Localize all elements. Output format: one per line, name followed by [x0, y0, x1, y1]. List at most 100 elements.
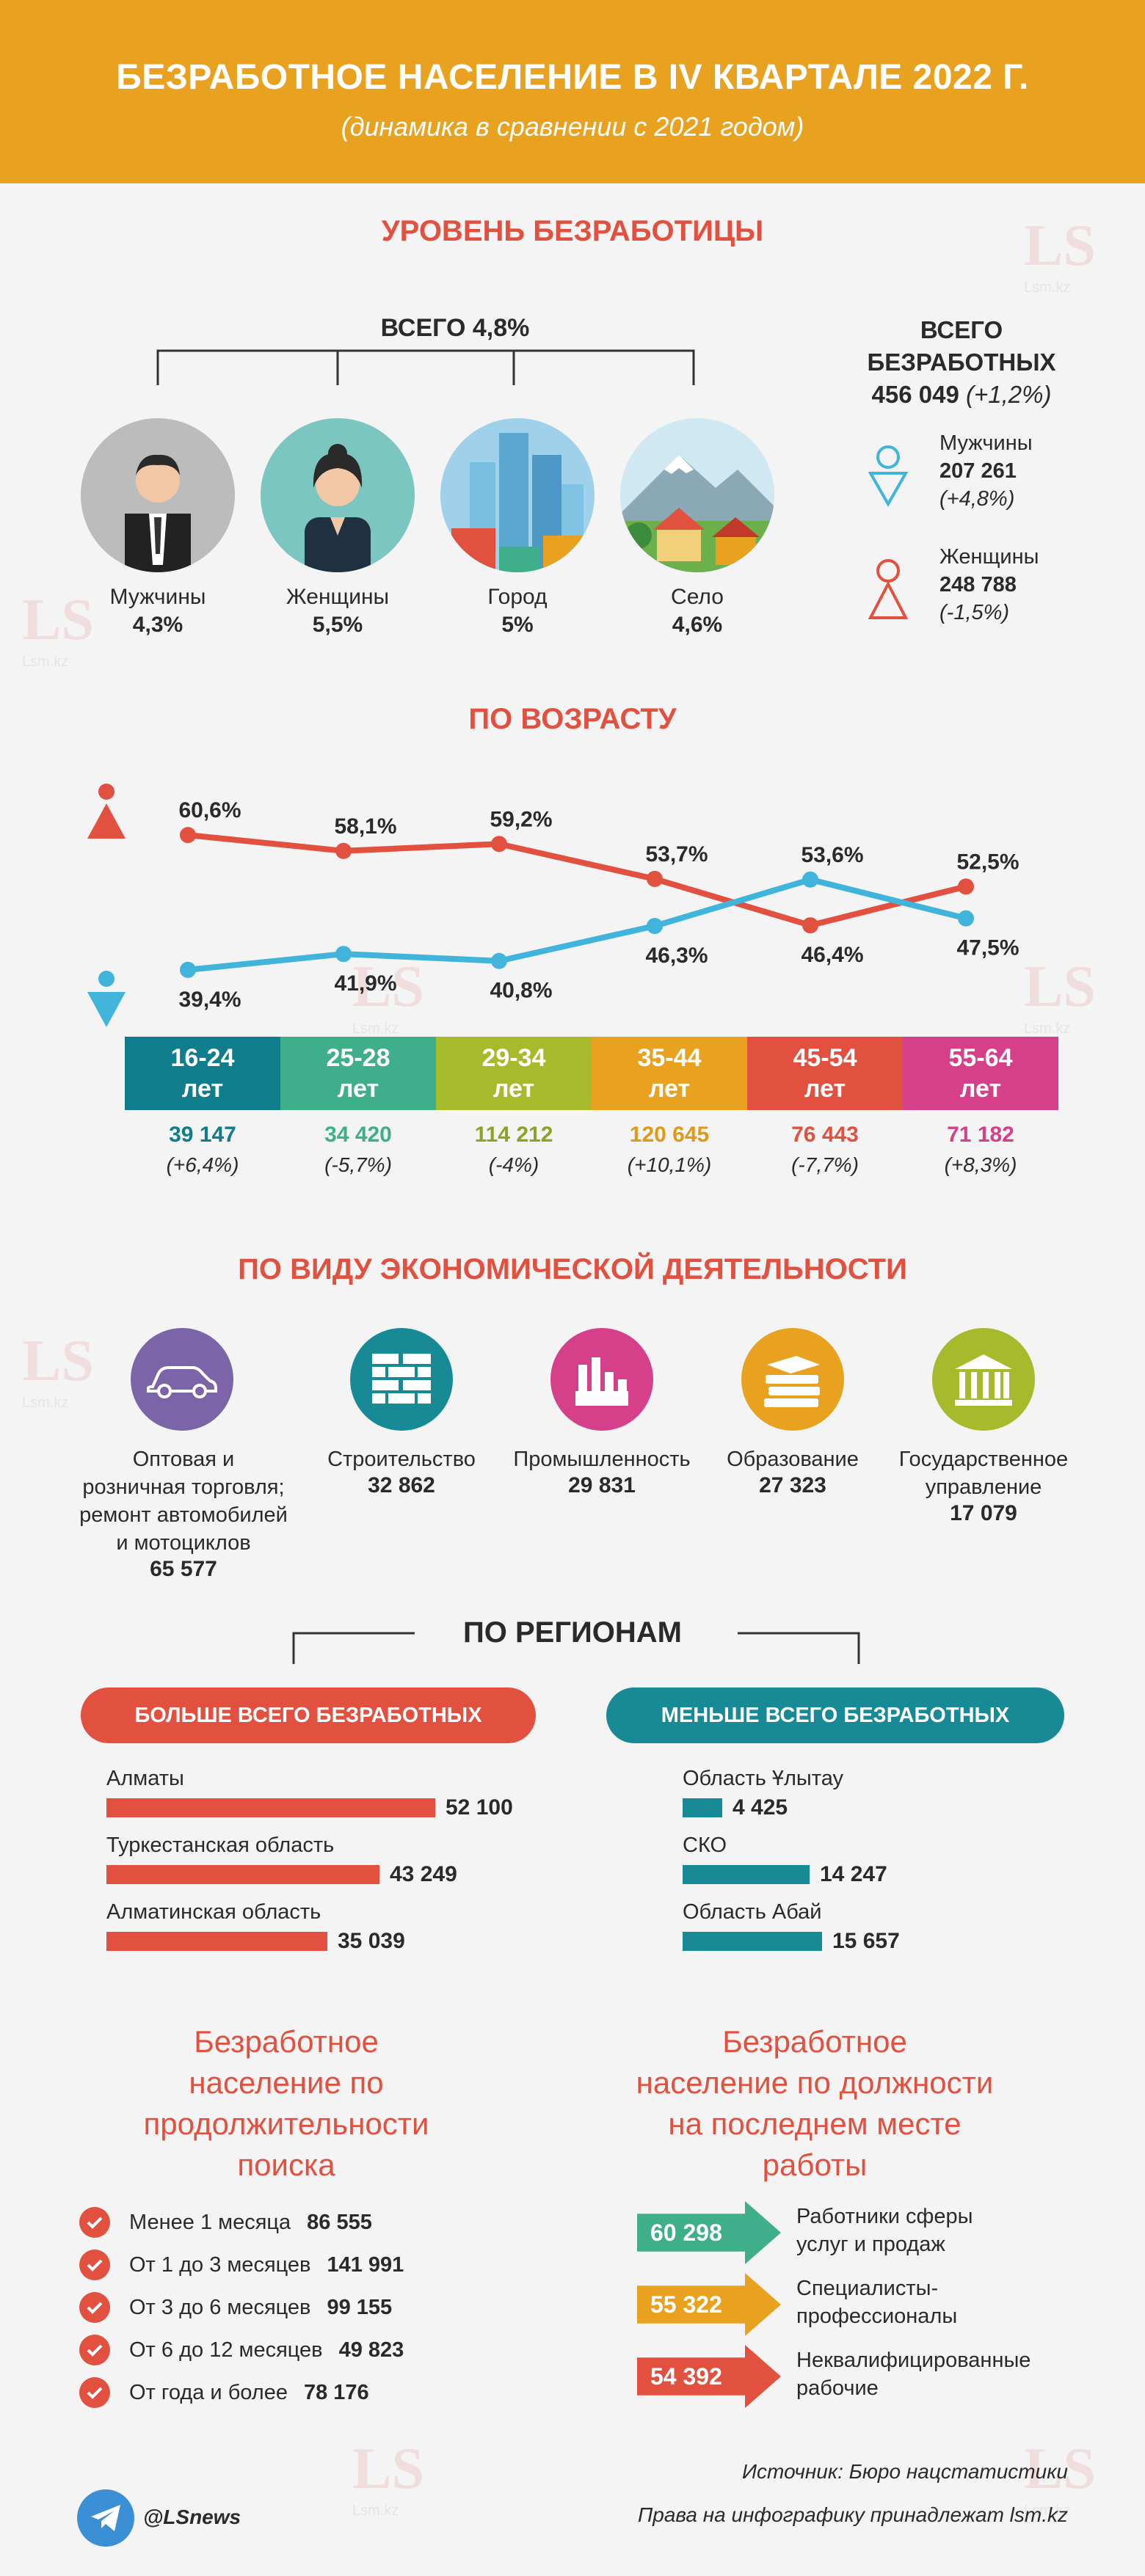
data-label: 41,9%: [334, 971, 396, 996]
data-label: 46,4%: [801, 943, 863, 967]
age-section-title: ПО ВОЗРАСТУ: [468, 703, 677, 735]
region-value: 15 657: [832, 1929, 900, 1953]
data-point: [335, 842, 352, 859]
male-figure-icon: [87, 971, 126, 1027]
position-specialists-label: Специалисты-профессионалы: [796, 2277, 958, 2328]
region-name: Алматы: [106, 1767, 184, 1790]
car-icon: [131, 1328, 233, 1431]
data-point: [802, 871, 818, 888]
age-counts: 39 147 34 420 114 212 120 645 76 443 71 …: [125, 1123, 1058, 1147]
region-bar: [683, 1865, 810, 1884]
data-point: [647, 918, 663, 935]
least-unemployed-list: Область Ұлытау 4 425 СКО 14 247 Область …: [683, 1767, 1050, 1954]
checkmark-icon: [79, 2207, 110, 2238]
data-label: 46,3%: [645, 944, 708, 968]
level-section-title: УРОВЕНЬ БЕЗРАБОТИЦЫ: [381, 215, 764, 247]
watermark: LS Lsm.kz: [22, 1329, 94, 1411]
data-point: [647, 870, 663, 887]
checkmark-icon: [79, 2250, 110, 2280]
watermark: LS Lsm.kz: [352, 955, 424, 1037]
data-label: 59,2%: [490, 807, 552, 831]
men-illustration: [81, 418, 235, 572]
male-symbol-icon: [868, 445, 909, 508]
list-item: Менее 1 месяца 86 555: [79, 2201, 490, 2244]
group-village: Село 4,6%: [671, 585, 724, 637]
list-item: От года и более 78 176: [79, 2371, 490, 2414]
page-title: БЕЗРАБОТНОЕ НАСЕЛЕНИЕ В IV КВАРТАЛЕ 2022…: [116, 58, 1029, 97]
factory-icon: [550, 1328, 653, 1431]
position-service: 60 298: [637, 2201, 781, 2264]
age-change: (-5,7%): [324, 1153, 392, 1176]
age-change: (+10,1%): [627, 1153, 712, 1176]
data-point: [180, 827, 196, 844]
watermark: LS Lsm.kz: [1024, 214, 1096, 296]
region-bar: [106, 1932, 327, 1951]
data-label: 60,6%: [178, 798, 241, 822]
age-group-16-24: 16-24 лет: [125, 1037, 280, 1110]
source-note: Источник: Бюро нацстатистики: [742, 2460, 1068, 2483]
region-value: 43 249: [390, 1862, 457, 1886]
age-change: (+8,3%): [944, 1153, 1017, 1176]
most-unemployed-badge: БОЛЬШЕ ВСЕГО БЕЗРАБОТНЫХ: [81, 1687, 536, 1743]
data-point: [958, 878, 974, 895]
checkmark-icon: [79, 2335, 110, 2365]
region-name: Область Ұлытау: [683, 1767, 844, 1790]
region-value: 52 100: [446, 1795, 513, 1820]
region-name: Область Абай: [683, 1900, 822, 1924]
rights-note: Права на инфографику принадлежат lsm.kz: [637, 2503, 1068, 2526]
age-group-25-28: 25-28 лет: [280, 1037, 436, 1110]
men-total: Мужчины 207 261 (+4,8%): [939, 431, 1033, 511]
list-item: От 1 до 3 месяцев 141 991: [79, 2244, 490, 2286]
position-unskilled-label: Неквалифицированные рабочие: [796, 2349, 1031, 2400]
arrow-badge: 54 392: [637, 2345, 781, 2408]
checkmark-icon: [79, 2292, 110, 2323]
industry-education: Образование 27 323: [727, 1448, 859, 1497]
region-value: 35 039: [338, 1929, 405, 1953]
age-count: 120 645: [629, 1123, 710, 1147]
female-figure-icon: [87, 784, 126, 839]
region-value: 14 247: [820, 1862, 887, 1886]
watermark: LS Lsm.kz: [1024, 955, 1096, 1037]
region-name: СКО: [683, 1834, 727, 1857]
telegram-icon[interactable]: [77, 2489, 134, 2547]
regions-bracket: [292, 1632, 860, 1664]
list-item: От 3 до 6 месяцев 99 155: [79, 2286, 490, 2329]
age-count: 39 147: [169, 1123, 236, 1147]
industry-construction: Строительство 32 862: [327, 1448, 476, 1497]
data-point: [335, 946, 352, 963]
position-unskilled: 54 392: [637, 2345, 781, 2408]
village-illustration: [620, 418, 774, 572]
region-name: Туркестанская область: [106, 1834, 335, 1857]
telegram-handle[interactable]: @LSnews: [143, 2506, 241, 2528]
arrow-badge: 60 298: [637, 2201, 781, 2264]
region-bar: [683, 1932, 822, 1951]
industry-trade: Оптовая и розничная торговля; ремонт авт…: [79, 1448, 288, 1581]
most-unemployed-list: Алматы 52 100 Туркестанская область 43 2…: [106, 1767, 547, 1954]
age-changes: (+6,4%) (-5,7%) (-4%) (+10,1%) (-7,7%) (…: [125, 1153, 1058, 1177]
age-group-29-34: 29-34 лет: [436, 1037, 592, 1110]
data-point: [180, 961, 196, 978]
duration-list: Менее 1 месяца 86 555 От 1 до 3 месяцев 14…: [79, 2201, 490, 2414]
industry-government: Государственное управление 17 079: [898, 1448, 1069, 1525]
arrow-badge: 55 322: [637, 2273, 781, 2336]
data-point: [802, 917, 818, 934]
list-item: От 6 до 12 месяцев 49 823: [79, 2329, 490, 2371]
age-group-35-44: 35-44 лет: [592, 1037, 747, 1110]
data-label: 47,5%: [956, 936, 1019, 960]
region-bar: [106, 1798, 435, 1817]
industry-section-title: ПО ВИДУ ЭКОНОМИЧЕСКОЙ ДЕЯТЕЛЬНОСТИ: [238, 1253, 907, 1285]
age-change: (-4%): [488, 1153, 539, 1176]
series-line: [187, 876, 967, 973]
total-rate-label: ВСЕГО 4,8%: [380, 314, 530, 342]
watermark: LS Lsm.kz: [352, 2437, 424, 2519]
data-label: 40,8%: [490, 979, 552, 1003]
age-line-chart: 60,6% 58,1% 59,2% 53,7% 46,4% 52,5% 39,4% 41,9%…: [178, 798, 1019, 1012]
region-bar: [106, 1865, 379, 1884]
age-count: 76 443: [791, 1123, 859, 1147]
data-point: [491, 952, 507, 969]
group-women: Женщины 5,5%: [286, 585, 390, 637]
age-group-45-54: 45-54 лет: [747, 1037, 903, 1110]
bracket: [156, 349, 695, 385]
age-count: 34 420: [324, 1123, 392, 1147]
women-total: Женщины 248 788 (-1,5%): [939, 545, 1039, 624]
